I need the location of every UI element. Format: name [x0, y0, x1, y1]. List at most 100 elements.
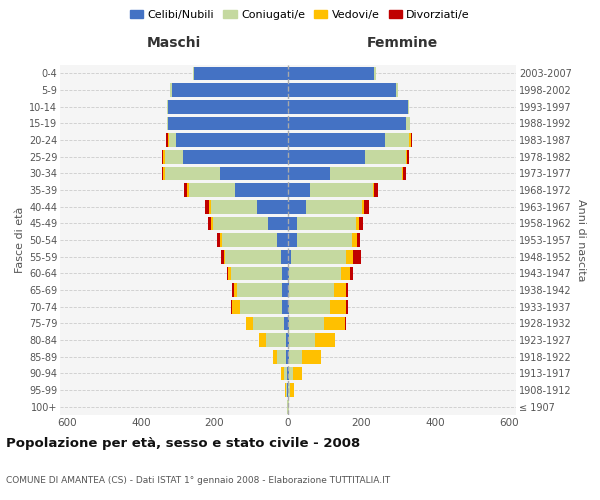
Bar	[288, 116, 406, 130]
Bar	[165, 150, 183, 164]
Y-axis label: Anni di nascita: Anni di nascita	[575, 198, 586, 281]
Bar	[281, 366, 284, 380]
Bar	[193, 66, 194, 80]
Bar	[169, 100, 288, 114]
Bar	[288, 316, 289, 330]
Bar	[288, 100, 407, 114]
Bar	[184, 183, 187, 197]
Bar	[169, 133, 176, 147]
Bar	[205, 200, 209, 213]
Bar	[163, 166, 165, 180]
Bar	[406, 150, 407, 164]
Bar	[284, 366, 287, 380]
Bar	[407, 100, 409, 114]
Bar	[288, 350, 289, 364]
Bar	[385, 133, 409, 147]
Bar	[162, 150, 163, 164]
Bar	[288, 266, 289, 280]
Bar	[346, 300, 348, 314]
Bar	[224, 250, 226, 264]
Bar	[288, 366, 289, 380]
Bar	[283, 300, 288, 314]
Bar	[359, 216, 364, 230]
Bar	[277, 233, 288, 247]
Legend: Celibi/Nubili, Coniugati/e, Vedovi/e, Divorziati/e: Celibi/Nubili, Coniugati/e, Vedovi/e, Di…	[125, 6, 475, 25]
Bar	[220, 166, 288, 180]
Bar	[211, 200, 257, 213]
Bar	[289, 300, 330, 314]
Bar	[189, 183, 235, 197]
Bar	[226, 250, 281, 264]
Bar	[288, 283, 289, 297]
Bar	[235, 183, 288, 197]
Bar	[272, 350, 277, 364]
Text: Femmine: Femmine	[367, 36, 437, 50]
Bar	[167, 116, 169, 130]
Y-axis label: Fasce di età: Fasce di età	[14, 207, 25, 273]
Bar	[330, 166, 402, 180]
Bar	[230, 300, 232, 314]
Bar	[283, 266, 288, 280]
Bar	[162, 166, 163, 180]
Bar	[288, 166, 330, 180]
Bar	[288, 150, 365, 164]
Bar	[291, 250, 346, 264]
Bar	[211, 216, 212, 230]
Bar	[170, 83, 172, 97]
Bar	[315, 333, 335, 347]
Bar	[364, 200, 369, 213]
Bar	[220, 233, 222, 247]
Bar	[344, 316, 346, 330]
Bar	[365, 150, 406, 164]
Bar	[353, 250, 361, 264]
Bar	[221, 250, 224, 264]
Bar	[288, 183, 310, 197]
Bar	[236, 283, 283, 297]
Bar	[166, 133, 168, 147]
Bar	[176, 133, 288, 147]
Bar	[289, 383, 290, 397]
Bar	[297, 216, 356, 230]
Bar	[194, 66, 288, 80]
Bar	[289, 350, 302, 364]
Bar	[374, 66, 376, 80]
Bar	[374, 183, 379, 197]
Bar	[288, 83, 397, 97]
Bar	[277, 350, 286, 364]
Bar	[288, 66, 374, 80]
Bar	[289, 316, 325, 330]
Bar	[407, 150, 409, 164]
Bar	[217, 233, 220, 247]
Bar	[288, 200, 307, 213]
Bar	[240, 300, 283, 314]
Bar	[290, 383, 294, 397]
Bar	[293, 366, 302, 380]
Bar	[168, 133, 169, 147]
Bar	[411, 133, 412, 147]
Bar	[373, 183, 374, 197]
Bar	[397, 83, 398, 97]
Text: Maschi: Maschi	[147, 36, 201, 50]
Bar	[350, 266, 353, 280]
Bar	[247, 316, 253, 330]
Bar	[409, 133, 411, 147]
Bar	[232, 300, 240, 314]
Bar	[302, 350, 321, 364]
Bar	[228, 266, 231, 280]
Bar	[287, 383, 288, 397]
Bar	[288, 233, 297, 247]
Bar	[402, 166, 403, 180]
Bar	[356, 216, 359, 230]
Bar	[341, 266, 350, 280]
Bar	[286, 383, 287, 397]
Bar	[227, 266, 228, 280]
Text: COMUNE DI AMANTEA (CS) - Dati ISTAT 1° gennaio 2008 - Elaborazione TUTTITALIA.IT: COMUNE DI AMANTEA (CS) - Dati ISTAT 1° g…	[6, 476, 390, 485]
Bar	[297, 233, 352, 247]
Bar	[183, 150, 288, 164]
Bar	[283, 283, 288, 297]
Bar	[289, 333, 315, 347]
Bar	[307, 200, 362, 213]
Text: Popolazione per età, sesso e stato civile - 2008: Popolazione per età, sesso e stato civil…	[6, 437, 360, 450]
Bar	[330, 300, 346, 314]
Bar	[289, 266, 341, 280]
